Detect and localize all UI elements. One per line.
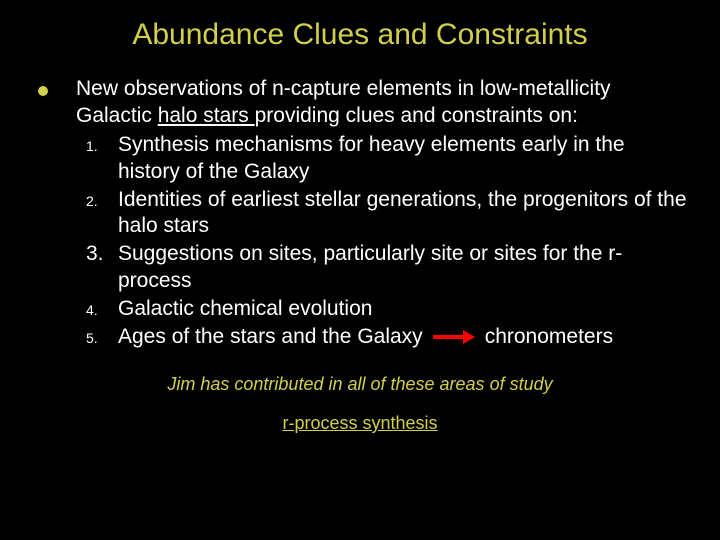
item-text: Galactic chemical evolution — [118, 296, 692, 323]
list-item: 3. Suggestions on sites, particularly si… — [80, 241, 692, 295]
arrow-icon — [433, 332, 475, 342]
item-number: 4. — [80, 296, 118, 320]
intro-link: halo stars — [158, 104, 255, 127]
item-text: Suggestions on sites, particularly site … — [118, 241, 692, 295]
slide-title: Abundance Clues and Constraints — [28, 18, 692, 52]
main-text: New observations of n-capture elements i… — [76, 76, 692, 352]
content-block: New observations of n-capture elements i… — [28, 76, 692, 352]
item-text: Ages of the stars and the Galaxy chronom… — [118, 324, 692, 351]
footer-note: Jim has contributed in all of these area… — [28, 374, 692, 395]
list-item: 2. Identities of earliest stellar genera… — [80, 187, 692, 241]
item-text: Identities of earliest stellar generatio… — [118, 187, 692, 241]
numbered-list: 1. Synthesis mechanisms for heavy elemen… — [76, 132, 692, 351]
list-item: 5. Ages of the stars and the Galaxy chro… — [80, 324, 692, 351]
intro-post: providing clues and constraints on: — [255, 104, 578, 127]
bullet-icon — [38, 86, 48, 96]
item-number: 2. — [80, 187, 118, 211]
list-item: 1. Synthesis mechanisms for heavy elemen… — [80, 132, 692, 186]
item-text: Synthesis mechanisms for heavy elements … — [118, 132, 692, 186]
item-number: 1. — [80, 132, 118, 156]
item-text-pre: Ages of the stars and the Galaxy — [118, 324, 423, 351]
footer-link: r-process synthesis — [28, 413, 692, 434]
intro-text: New observations of n-capture elements i… — [76, 76, 692, 130]
list-item: 4. Galactic chemical evolution — [80, 296, 692, 323]
item-text-post: chronometers — [485, 324, 613, 351]
item-number: 5. — [80, 324, 118, 348]
item-number: 3. — [80, 241, 118, 268]
